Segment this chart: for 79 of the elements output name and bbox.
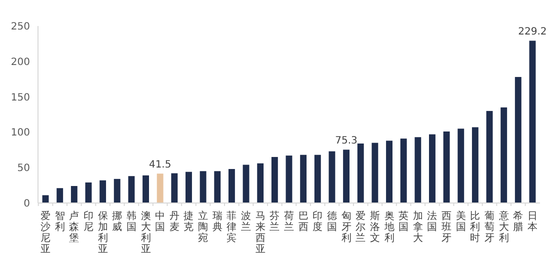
x-tick-label: 瑞典 (212, 210, 222, 233)
bar (186, 172, 192, 203)
bar (414, 137, 422, 203)
bar (257, 163, 264, 203)
bar (214, 171, 221, 203)
x-tick-label: 波兰 (241, 210, 252, 233)
x-tick-label: 匈牙利 (341, 210, 352, 244)
x-tick-label: 韩国 (126, 210, 136, 233)
bar (514, 76, 522, 203)
bar (142, 175, 149, 203)
data-label: 41.5 (148, 160, 172, 171)
x-tick-label: 爱沙尼亚 (40, 210, 51, 255)
data-label: 75.3 (335, 136, 358, 147)
x-tick-label: 印度 (312, 210, 323, 233)
x-tick-label: 保加利亚 (98, 211, 108, 255)
x-tick-label: 加拿大 (412, 210, 423, 244)
bar (114, 178, 120, 203)
bar (372, 142, 378, 203)
bar (242, 164, 250, 203)
x-tick-label: 菲律宾 (226, 210, 237, 244)
bar (357, 144, 364, 203)
bar (429, 134, 436, 203)
x-tick-label: 印尼 (83, 210, 94, 233)
bar (328, 151, 336, 203)
bar (271, 156, 278, 203)
x-tick-label: 丹麦 (169, 211, 180, 233)
y-tick-label: 50 (17, 163, 30, 174)
bar (200, 171, 206, 203)
bar (56, 188, 64, 203)
x-tick-label: 斯洛文 (370, 210, 380, 244)
bar (343, 150, 350, 203)
x-tick-label: 澳大利亚 (140, 210, 151, 255)
bar (443, 131, 450, 203)
x-tick-label: 英国 (398, 210, 409, 233)
bar (400, 138, 407, 203)
bar (70, 186, 78, 203)
y-tick-label: 250 (10, 22, 30, 32)
x-tick-label: 美国 (456, 210, 466, 233)
bar (486, 110, 493, 203)
x-tick-label: 希腊 (513, 210, 524, 233)
bar (171, 173, 178, 203)
bar (300, 154, 307, 203)
x-tick-label: 巴西 (298, 211, 308, 233)
x-tick-label: 芬兰 (270, 210, 280, 233)
x-tick-label: 挪威 (112, 210, 122, 233)
x-tick-label: 荷兰 (284, 210, 294, 233)
y-tick-label: 150 (10, 92, 30, 104)
x-tick-label: 立陶宛 (198, 210, 208, 244)
y-tick-label: 100 (10, 128, 30, 139)
y-tick-label: 200 (10, 56, 30, 68)
x-tick-label: 法国 (427, 210, 438, 233)
bar (529, 40, 536, 203)
x-tick-label: 西班牙 (442, 211, 452, 244)
bar (458, 128, 464, 203)
x-tick-label: 智利 (54, 210, 65, 233)
x-tick-label: 比利时 (470, 210, 480, 244)
bar (286, 156, 292, 203)
bar (500, 107, 508, 203)
bar (100, 180, 106, 203)
x-tick-label: 中国 (155, 210, 166, 233)
data-label: 229.2 (518, 26, 547, 38)
bar (42, 195, 49, 203)
x-tick-label: 意大利 (498, 210, 509, 244)
x-tick-label: 奥地利 (383, 210, 394, 244)
bar (85, 182, 92, 203)
x-tick-label: 卢森堡 (69, 210, 80, 244)
bar (472, 127, 478, 203)
bar (386, 140, 392, 203)
x-tick-label: 日本 (527, 211, 538, 233)
x-tick-label: 德国 (326, 211, 337, 233)
bar (314, 154, 321, 203)
x-tick-label: 爱尔兰 (356, 210, 366, 244)
x-tick-label: 葡萄牙 (484, 210, 495, 244)
y-tick-label: 0 (24, 198, 30, 210)
bar (128, 176, 135, 203)
x-tick-label: 捷克 (184, 210, 194, 233)
bar (156, 174, 164, 203)
bar (228, 169, 235, 203)
x-tick-label: 马来西亚 (255, 211, 266, 255)
